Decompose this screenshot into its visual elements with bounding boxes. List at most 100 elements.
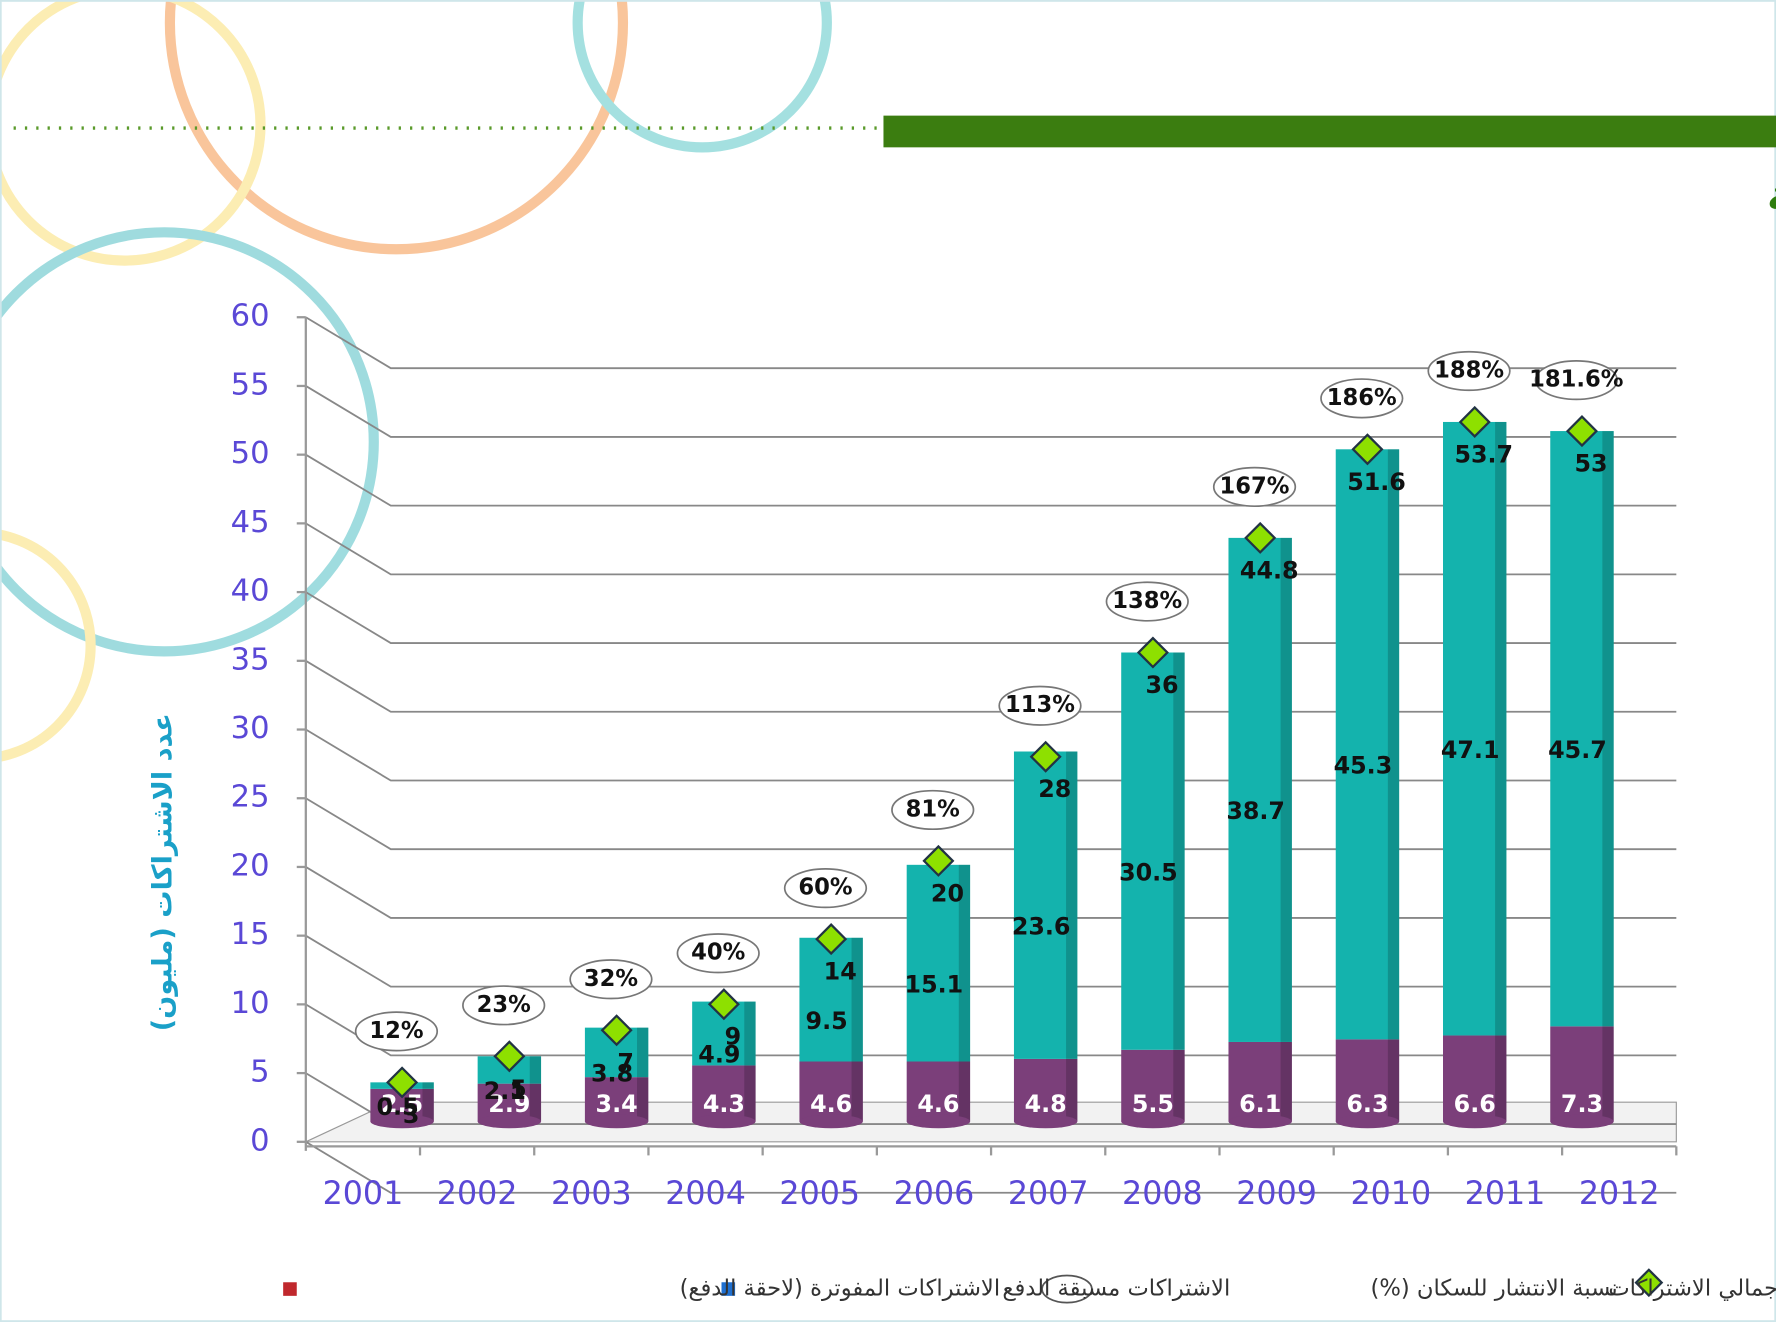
x-tick-label: 2009 (1236, 1176, 1317, 1212)
data-label: 20 (931, 879, 964, 907)
bar-shade (959, 1062, 970, 1122)
data-label: 36 (1145, 671, 1178, 699)
legend-label: الاشتراكات المفوترة (لاحقة الدفع) (680, 1276, 1001, 1302)
penetration-label: 138% (1112, 588, 1182, 614)
y-tick-label: 45 (231, 505, 270, 540)
bar-shade (422, 1089, 433, 1122)
bar-bottom (1121, 1115, 1184, 1129)
data-label: 6.3 (1346, 1090, 1388, 1118)
bar-bottom (907, 1115, 970, 1129)
bar-bottom (1443, 1115, 1506, 1129)
legend-label: الاشتراكات مسبقة الدفع (1002, 1276, 1230, 1302)
penetration-label: 181.6% (1529, 367, 1623, 393)
penetration-label: 113% (1005, 692, 1075, 718)
bar-shade (1602, 1026, 1613, 1121)
y-tick-label: 20 (231, 848, 270, 883)
data-label: 38.7 (1226, 797, 1285, 825)
bar-shade (637, 1028, 648, 1077)
y-tick-label: 50 (231, 436, 270, 471)
bar-bottom (1336, 1115, 1399, 1129)
bar-shade (1388, 449, 1399, 1039)
data-label: 14 (824, 958, 857, 986)
data-label: 3 (403, 1101, 420, 1129)
y-tick-label: 30 (231, 711, 270, 746)
bar-shade (1495, 1035, 1506, 1121)
bar-bottom (799, 1115, 862, 1129)
bar-bottom (692, 1115, 755, 1129)
y-tick-label: 25 (231, 780, 270, 815)
data-label: 4.3 (703, 1090, 745, 1118)
data-label: 15.1 (905, 970, 964, 998)
data-label: 7 (617, 1049, 634, 1077)
data-label: 45.3 (1334, 751, 1393, 779)
data-label: 9 (725, 1023, 742, 1051)
data-label: 23.6 (1012, 912, 1071, 940)
bar-shade (1281, 538, 1292, 1042)
bar-shade (852, 938, 863, 1062)
bar-shade (530, 1084, 541, 1122)
penetration-label: 188% (1434, 357, 1504, 383)
bar-shade (744, 1002, 755, 1066)
decoration (0, 0, 827, 759)
y-tick-label: 15 (231, 917, 270, 952)
plot: 05101520253035404550556020012.50.5312%20… (231, 299, 1677, 1212)
data-label: 4.6 (810, 1090, 852, 1118)
data-label: 7.3 (1561, 1090, 1603, 1118)
bar-shade (1281, 1042, 1292, 1121)
bar-shade (1602, 431, 1613, 1026)
penetration-label: 40% (691, 940, 745, 966)
x-tick-label: 2010 (1350, 1176, 1431, 1212)
data-label: 6.1 (1239, 1090, 1281, 1118)
bar-bottom (1550, 1115, 1613, 1129)
x-tick-label: 2008 (1122, 1176, 1203, 1212)
penetration-label: 12% (369, 1018, 423, 1044)
bar-bottom (1014, 1115, 1077, 1129)
bar-bottom (585, 1115, 648, 1129)
legend-label: إجمالي الاشتراكات (1608, 1276, 1776, 1302)
bar-shade (1173, 1050, 1184, 1122)
bar-shade (1066, 1059, 1077, 1122)
legend-swatch (283, 1282, 297, 1296)
penetration-label: 186% (1327, 385, 1397, 411)
data-label: 5.5 (1132, 1090, 1174, 1118)
penetration-label: 81% (906, 796, 960, 822)
y-tick-label: 55 (231, 367, 270, 402)
data-label: 45.7 (1548, 736, 1607, 764)
bar-shade (852, 1062, 863, 1122)
x-tick-label: 2002 (437, 1176, 518, 1212)
bar-bottom (1228, 1115, 1291, 1129)
x-tick-label: 2001 (323, 1176, 404, 1212)
y-tick-label: 5 (250, 1055, 269, 1090)
data-label: 53.7 (1454, 440, 1513, 468)
data-label: 9.5 (806, 1007, 848, 1035)
bar-shade (422, 1082, 433, 1089)
data-label: 28 (1038, 775, 1071, 803)
y-tick-label: 60 (231, 299, 270, 334)
penetration-label: 60% (798, 875, 852, 901)
bar-shade (1388, 1039, 1399, 1121)
bar-shade (744, 1065, 755, 1121)
x-tick-label: 2004 (665, 1176, 746, 1212)
penetration-label: 32% (584, 966, 638, 992)
y-tick-label: 35 (231, 642, 270, 677)
page: {"chart_data":{"type":"bar", "title":"إج… (0, 0, 1776, 1322)
x-tick-label: 2005 (779, 1176, 860, 1212)
bar-shade (1173, 653, 1184, 1050)
y-tick-label: 0 (250, 1123, 269, 1158)
data-label: 44.8 (1240, 556, 1299, 584)
x-tick-label: 2006 (894, 1176, 975, 1212)
x-tick-label: 2007 (1008, 1176, 1089, 1212)
data-label: 51.6 (1347, 468, 1406, 496)
data-label: 5 (510, 1075, 527, 1103)
x-tick-label: 2003 (551, 1176, 632, 1212)
legend-label: نسبة الانتشار للسكان (%) (1371, 1276, 1618, 1302)
bar-shade (637, 1077, 648, 1121)
data-label: 47.1 (1441, 736, 1500, 764)
y-tick-label: 40 (231, 574, 270, 609)
penetration-label: 167% (1220, 473, 1290, 499)
data-label: 4.6 (917, 1090, 959, 1118)
penetration-label: 23% (477, 992, 531, 1018)
data-label: 3.4 (596, 1090, 638, 1118)
x-tick-label: 2012 (1579, 1176, 1660, 1212)
